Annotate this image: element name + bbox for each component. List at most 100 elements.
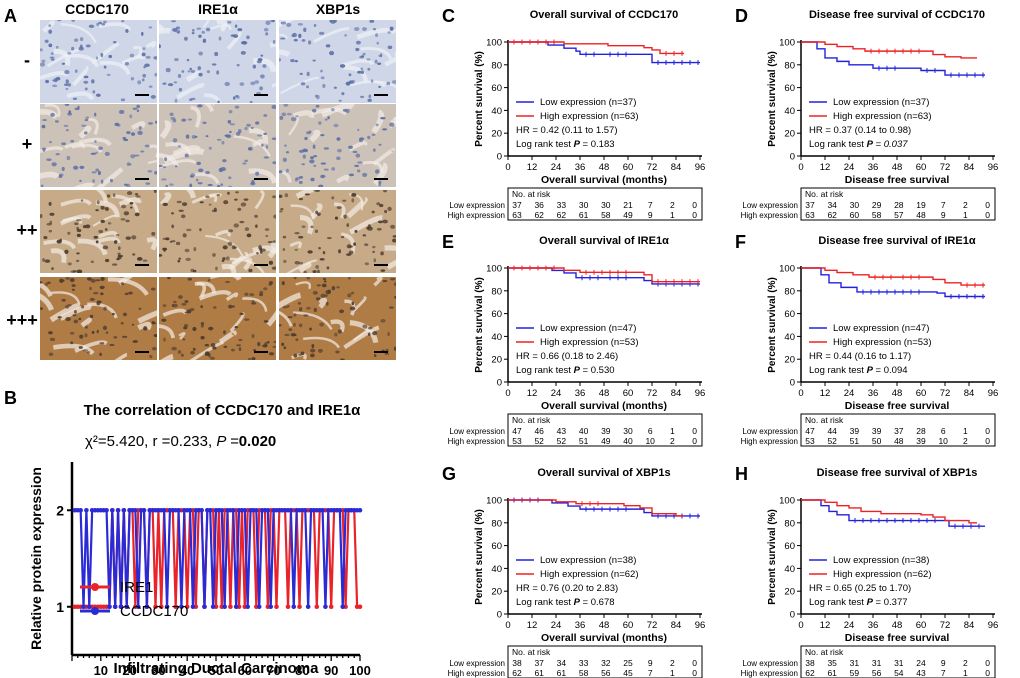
risk-cell-high: 59: [850, 668, 860, 678]
risk-row-label-low: Low expression: [742, 427, 798, 436]
x-tick-label: 24: [551, 620, 562, 631]
x-tick-label: 84: [964, 620, 975, 631]
x-tick-label: 48: [892, 162, 903, 173]
legend-label-high: High expression (n=53): [833, 337, 931, 348]
x-tick-label: 12: [527, 620, 538, 631]
km-legend: Low expression (n=38) High expression (n=…: [809, 555, 931, 608]
data-point: [265, 507, 271, 513]
data-point: [228, 604, 233, 610]
y-tick-label: 20: [491, 129, 502, 140]
km-legend: Low expression (n=37) High expression (n=…: [516, 97, 638, 150]
x-tick-label: 96: [695, 388, 706, 399]
y-axis-label: Percent survival (%): [767, 509, 778, 605]
ihc-tile: [159, 20, 276, 103]
x-tick-label: 70: [266, 663, 280, 678]
km-title: Disease free survival of IRE1α: [818, 235, 975, 247]
risk-cell-low: 34: [557, 658, 567, 668]
y-tick-label: 80: [784, 518, 795, 529]
km-legend: Low expression (n=47) High expression (n=…: [516, 323, 638, 376]
risk-cell-high: 52: [534, 436, 544, 446]
data-point: [256, 604, 262, 610]
risk-cell-high: 54: [894, 668, 904, 678]
ihc-row-label-pos1: +: [22, 134, 33, 154]
x-axis-label: Overall survival (months): [541, 174, 667, 186]
data-point: [254, 507, 259, 513]
y-tick-label: 20: [491, 587, 502, 598]
risk-cell-low: 31: [850, 658, 860, 668]
risk-cell-low: 21: [623, 200, 633, 210]
y-axis-label: Percent survival (%): [474, 277, 485, 373]
risk-table-header: No. at risk: [805, 415, 844, 425]
ihc-tile: [279, 104, 396, 187]
data-point: [233, 604, 239, 610]
risk-cell-low: 39: [850, 426, 860, 436]
y-tick-label: 100: [486, 264, 502, 275]
x-tick-label: 50: [209, 663, 223, 678]
correlation-title: The correlation of CCDC170 and IRE1α: [84, 402, 362, 419]
panel-label-e: E: [442, 232, 454, 252]
data-point: [104, 507, 109, 513]
risk-cell-high: 10: [645, 436, 655, 446]
hazard-ratio: HR = 0.76 (0.20 to 2.83): [516, 583, 618, 594]
data-point: [242, 507, 248, 513]
x-tick-label: 84: [671, 620, 682, 631]
panel-label-d: D: [735, 6, 748, 26]
y-tick-label: 0: [790, 610, 795, 621]
risk-cell-low: 2: [670, 200, 675, 210]
risk-cell-high: 53: [805, 436, 815, 446]
km-curve-low: [801, 267, 985, 298]
ihc-tile: [40, 190, 157, 273]
legend-label-low: Low expression (n=47): [540, 323, 636, 334]
panel-c: C Overall survival of CCDC170020406080100…: [442, 6, 705, 221]
risk-cell-low: 0: [985, 426, 990, 436]
data-point: [184, 604, 190, 610]
risk-cell-high: 0: [692, 210, 697, 220]
risk-cell-low: 44: [827, 426, 837, 436]
panel-label-a: A: [4, 6, 17, 26]
risk-cell-low: 25: [623, 658, 633, 668]
risk-cell-high: 56: [872, 668, 882, 678]
data-point: [81, 604, 86, 610]
data-point: [207, 507, 213, 513]
km-curve-high: [508, 499, 684, 517]
risk-cell-high: 0: [985, 210, 990, 220]
legend-label-high: High expression (n=63): [540, 111, 638, 122]
risk-cell-high: 63: [512, 210, 522, 220]
risk-table-header: No. at risk: [805, 189, 844, 199]
risk-row-label-high: High expression: [741, 437, 798, 446]
y-tick-label: 40: [491, 564, 502, 575]
x-tick-label: 100: [349, 663, 371, 678]
risk-table-header: No. at risk: [512, 189, 551, 199]
stat-p-value: 0.020: [239, 433, 277, 450]
risk-cell-low: 30: [601, 200, 611, 210]
data-point: [107, 604, 112, 610]
x-tick-label: 72: [647, 388, 658, 399]
y-axis-label: Percent survival (%): [767, 277, 778, 373]
risk-cell-high: 0: [985, 436, 990, 446]
correlation-stats: χ²=5.420, r =0.233, P =0.020: [85, 433, 276, 450]
x-tick-label: 84: [671, 388, 682, 399]
risk-cell-low: 39: [872, 426, 882, 436]
data-point: [78, 507, 83, 513]
x-tick-label: 0: [505, 162, 510, 173]
y-axis-label: Percent survival (%): [474, 509, 485, 605]
risk-cell-high: 49: [601, 436, 611, 446]
y-tick-label: 40: [491, 332, 502, 343]
risk-cell-high: 51: [850, 436, 860, 446]
x-tick-label: 40: [180, 663, 194, 678]
risk-cell-low: 34: [827, 200, 837, 210]
ihc-tile: [159, 190, 276, 273]
ihc-tile: [159, 277, 276, 360]
log-rank-test: Log rank test P = 0.530: [516, 365, 615, 376]
risk-cell-high: 62: [557, 210, 567, 220]
km-curve-low: [508, 267, 700, 285]
x-tick-label: 0: [798, 162, 803, 173]
risk-cell-high: 58: [872, 210, 882, 220]
risk-cell-high: 40: [623, 436, 633, 446]
y-tick-label: 80: [491, 286, 502, 297]
